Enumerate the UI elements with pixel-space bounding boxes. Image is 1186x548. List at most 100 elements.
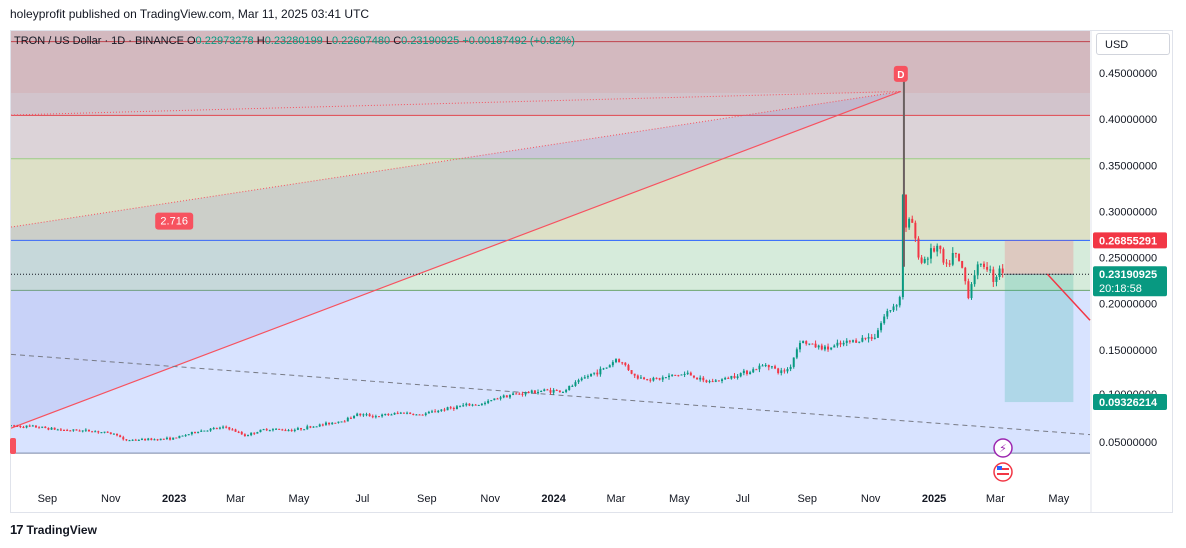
candle-body xyxy=(605,367,608,369)
wedge-dotted-line xyxy=(11,90,901,116)
x-tick-label: Jul xyxy=(736,493,750,505)
us-flag-event-icon xyxy=(993,462,1013,482)
candle-body xyxy=(827,346,830,350)
candle-body xyxy=(140,438,143,440)
candle-body xyxy=(655,377,658,379)
x-tick-label: 2024 xyxy=(541,493,566,505)
candle-body xyxy=(727,377,730,379)
candle-body xyxy=(256,432,259,434)
candle-body xyxy=(674,374,677,376)
candle-body xyxy=(530,390,533,393)
pattern-point-badge xyxy=(893,65,908,82)
candle-body xyxy=(724,377,727,380)
candle-body xyxy=(533,390,536,394)
candle-body xyxy=(652,377,655,381)
candle-body xyxy=(851,340,854,342)
candle-body xyxy=(901,194,904,298)
candle-body xyxy=(427,411,430,414)
candle-body xyxy=(643,377,646,380)
candle-body xyxy=(468,403,471,406)
candle-body xyxy=(889,310,892,312)
candle-body xyxy=(708,381,711,383)
candle-body xyxy=(41,426,44,428)
candle-body xyxy=(240,431,243,435)
candle-body xyxy=(577,380,580,383)
candle-body xyxy=(702,377,705,381)
us-flag-stripe xyxy=(997,473,1009,475)
candle-body xyxy=(546,389,549,391)
candle-body xyxy=(636,375,639,379)
x-tick-label: May xyxy=(669,493,690,505)
candle-body xyxy=(515,393,518,395)
candle-body xyxy=(331,422,334,425)
candle-body xyxy=(356,413,359,416)
candle-body xyxy=(808,343,811,345)
y-tick-label: 0.35000000 xyxy=(1099,160,1157,172)
candle-body xyxy=(777,368,780,374)
candle-body xyxy=(596,372,599,375)
candle-body xyxy=(883,316,886,324)
chart-frame xyxy=(10,30,1173,513)
wedge-upper-line xyxy=(11,90,901,228)
candle-body xyxy=(287,430,290,432)
candle-body xyxy=(84,429,87,431)
candle-body xyxy=(430,411,433,413)
candle-body xyxy=(94,431,97,433)
candle-body xyxy=(144,438,147,441)
candle-body xyxy=(976,264,979,276)
candle-body xyxy=(761,365,764,367)
y-tick-label: 0.30000000 xyxy=(1099,206,1157,218)
candle-body xyxy=(767,365,770,368)
candle-body xyxy=(399,412,402,414)
candle-body xyxy=(820,345,823,350)
candle-body xyxy=(47,428,50,430)
candle-body xyxy=(63,429,66,431)
candle-body xyxy=(989,269,992,271)
candle-body xyxy=(44,426,47,429)
candle-body xyxy=(939,245,942,250)
x-tick-label: May xyxy=(289,493,310,505)
candle-body xyxy=(795,349,798,358)
candle-body xyxy=(306,426,309,430)
symbol-title[interactable]: TRON / US Dollar · 1D · BINANCE xyxy=(14,35,184,47)
candle-body xyxy=(321,424,324,426)
tradingview-brand-name: TradingView xyxy=(26,522,97,537)
change-value: +0.00187492 (+0.82%) xyxy=(462,35,575,47)
wedge-ratio-label: 2.716 xyxy=(160,216,188,228)
candle-body xyxy=(340,421,343,423)
candle-body xyxy=(66,430,69,432)
candle-body xyxy=(396,412,399,414)
candle-body xyxy=(505,395,508,398)
candle-body xyxy=(745,370,748,375)
candle-body xyxy=(817,345,820,348)
candle-body xyxy=(789,366,792,370)
candle-body xyxy=(480,403,483,405)
candle-body xyxy=(692,375,695,378)
candle-body xyxy=(247,435,250,437)
high-value: 0.23280199 xyxy=(264,35,323,47)
low-label: L xyxy=(325,35,332,47)
candle-body xyxy=(156,439,159,441)
candle-body xyxy=(998,268,1001,277)
y-tick-label: 0.05000000 xyxy=(1099,437,1157,449)
candle-body xyxy=(387,413,390,415)
candle-body xyxy=(926,258,929,260)
candle-body xyxy=(165,437,168,439)
candle-body xyxy=(134,439,137,441)
candle-body xyxy=(137,439,140,441)
candle-body xyxy=(864,337,867,339)
candle-body xyxy=(502,395,505,398)
candle-body xyxy=(284,430,287,432)
candle-body xyxy=(780,370,783,374)
candle-body xyxy=(730,375,733,379)
candle-body xyxy=(16,425,19,427)
candle-body xyxy=(558,390,561,393)
x-tick-label: Sep xyxy=(417,493,437,505)
candle-body xyxy=(961,260,964,268)
candle-body xyxy=(508,395,511,398)
currency-button[interactable]: USD xyxy=(1096,33,1170,55)
candle-body xyxy=(209,428,212,431)
tradingview-logo[interactable]: 17 TradingView xyxy=(10,522,97,537)
candle-body xyxy=(262,429,265,431)
